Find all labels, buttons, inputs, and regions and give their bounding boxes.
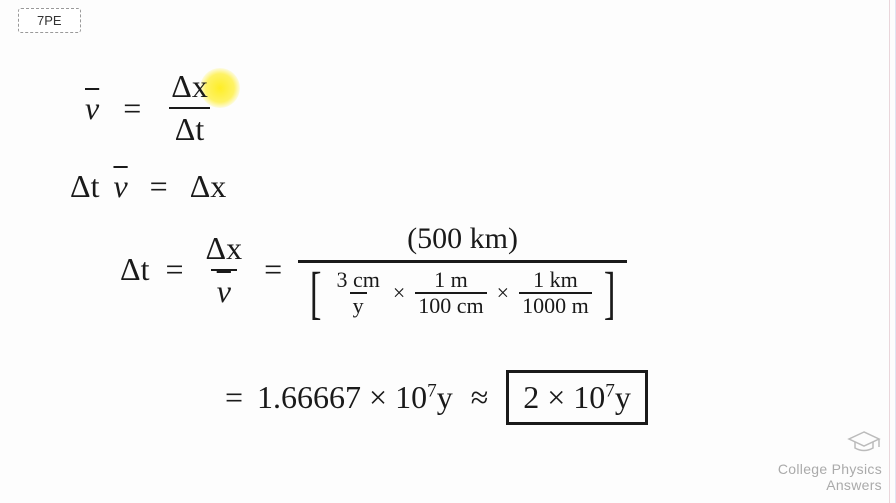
equals-1: =: [123, 90, 141, 127]
equals-3b: =: [264, 251, 282, 288]
big-fraction: (500 km) [ 3 cm y × 1 m 100 cm × 1 km 10…: [298, 222, 627, 317]
bracket-right: ]: [604, 270, 616, 316]
vbar-symbol: v: [85, 90, 99, 127]
times-2: ×: [495, 280, 511, 306]
result-value: 1.66667 × 107y: [257, 379, 453, 416]
f-den: v: [211, 269, 237, 310]
fraction-dx-v: Δx v: [200, 230, 249, 310]
vbar-2: v: [113, 168, 127, 205]
c2n: 1 m: [431, 269, 471, 292]
val-exp: 7: [427, 380, 437, 401]
equals-2: =: [150, 168, 168, 205]
watermark-line2: Answers: [778, 477, 882, 493]
bracket-left: [: [310, 270, 322, 316]
val-unit: y: [437, 379, 453, 415]
fraction-dx-dt: Δx Δt: [165, 68, 214, 148]
big-num: (500 km): [399, 222, 526, 260]
problem-tag: 7PE: [18, 8, 81, 33]
frac-num: Δx: [165, 68, 214, 107]
margin-rule-1: [889, 0, 890, 503]
big-den: [ 3 cm y × 1 m 100 cm × 1 km 1000 m ]: [298, 260, 627, 317]
boxed-answer: 2 × 107y: [506, 370, 648, 425]
c3d: 1000 m: [519, 292, 592, 317]
graduation-cap-icon: [778, 430, 882, 459]
frac-den: Δt: [169, 107, 210, 148]
dt-text: Δt: [70, 168, 99, 205]
equals-4: =: [225, 379, 243, 416]
tag-label: 7PE: [37, 13, 62, 28]
times-1: ×: [391, 280, 407, 306]
conv-2: 1 m 100 cm: [415, 269, 486, 317]
c2d: 100 cm: [415, 292, 486, 317]
val-mantissa: 1.66667 × 10: [257, 379, 427, 415]
equation-line-3: Δt = Δx v = (500 km) [ 3 cm y × 1 m 100 …: [120, 222, 627, 317]
equation-line-4: = 1.66667 × 107y ≈ 2 × 107y: [225, 370, 648, 425]
box-val: 2 × 10: [523, 379, 605, 415]
equation-line-1: v = Δx Δt: [85, 68, 214, 148]
f-num: Δx: [200, 230, 249, 269]
equation-line-2: Δt v = Δx: [70, 168, 226, 205]
equals-3a: =: [165, 251, 183, 288]
c1d: y: [350, 292, 367, 317]
conv-1: 3 cm y: [333, 269, 382, 317]
watermark-line1: College Physics: [778, 461, 882, 477]
box-unit: y: [615, 379, 631, 415]
conv-3: 1 km 1000 m: [519, 269, 592, 317]
watermark: College Physics Answers: [778, 430, 882, 493]
approx-symbol: ≈: [471, 379, 489, 416]
c3n: 1 km: [530, 269, 581, 292]
c1n: 3 cm: [333, 269, 382, 292]
box-exp: 7: [605, 380, 615, 401]
dx-text: Δx: [190, 168, 227, 205]
dt-lhs: Δt: [120, 251, 149, 288]
